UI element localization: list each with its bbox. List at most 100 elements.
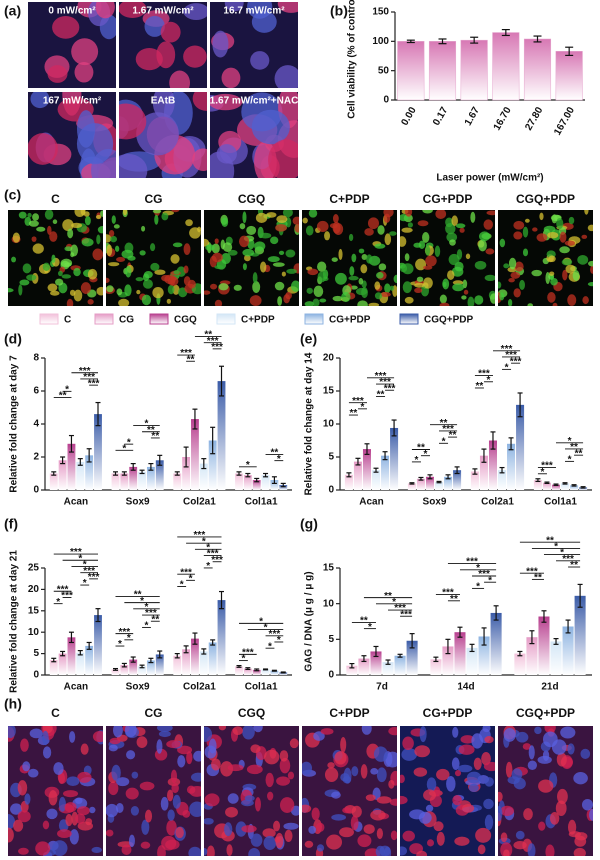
significance-label: ***: [242, 648, 254, 659]
image-label: CG: [145, 192, 163, 206]
significance-label: *: [259, 617, 263, 628]
cell: [283, 294, 290, 304]
cell: [136, 289, 141, 295]
cell: [548, 255, 556, 263]
bar: [394, 655, 406, 675]
cell: [287, 771, 295, 780]
cell: [177, 755, 186, 768]
significance-label: **: [204, 330, 212, 341]
cell: [532, 227, 538, 232]
cell: [107, 262, 120, 267]
legend-label: CGQ: [174, 315, 197, 326]
bar: [129, 659, 138, 675]
cell: [549, 811, 560, 825]
cell: [19, 279, 30, 286]
cell: [313, 731, 325, 741]
bar: [67, 443, 76, 490]
cell: [227, 793, 239, 804]
cell: [317, 261, 327, 272]
cell: [463, 289, 469, 295]
cell: [210, 283, 218, 290]
cell: [316, 844, 325, 852]
cell: [478, 239, 487, 252]
bar: [199, 463, 208, 490]
cell: [542, 750, 550, 761]
cell: [35, 841, 51, 856]
cell: [253, 726, 263, 733]
cell: [483, 219, 494, 230]
cell: [80, 282, 91, 294]
cell: [503, 728, 516, 742]
x-tick-label: Col2a1: [183, 682, 216, 693]
cell: [204, 847, 208, 856]
cell: [447, 270, 455, 280]
cell: [51, 254, 56, 263]
cell: [106, 803, 119, 818]
error-bar: [391, 419, 397, 437]
y-tick-label: 150: [372, 7, 389, 18]
significance-label: ***: [79, 366, 91, 377]
cell: [242, 248, 255, 257]
cell: [342, 807, 352, 814]
cell: [139, 250, 146, 256]
significance-label: ***: [207, 336, 219, 347]
bar: [382, 662, 394, 675]
error-bar: [529, 630, 535, 645]
cell: [547, 292, 556, 303]
cell: [141, 819, 150, 835]
cell: [445, 217, 454, 228]
cell: [91, 846, 103, 854]
panel-letter: (b): [330, 3, 348, 19]
significance-label: *: [554, 542, 558, 553]
cell: [380, 291, 391, 298]
cell: [338, 248, 343, 260]
cell: [141, 294, 152, 306]
error-bar: [553, 483, 559, 486]
error-bar: [438, 38, 447, 45]
y-tick-label: 0: [383, 95, 389, 106]
cell: [154, 214, 159, 225]
image-label: 1.67 mW/cm²: [132, 6, 194, 17]
cell: [402, 830, 415, 842]
cell: [376, 828, 383, 840]
cell: [580, 748, 591, 759]
cell: [52, 16, 80, 39]
cell: [249, 295, 262, 306]
cell: [550, 277, 558, 286]
cell: [401, 748, 418, 761]
x-tick-label: 1.67: [463, 105, 482, 128]
error-bar: [382, 451, 388, 461]
cell: [317, 271, 327, 283]
cell: [404, 296, 414, 304]
significance-label: ***: [180, 567, 192, 578]
cell: [71, 222, 83, 229]
cell: [42, 820, 50, 830]
cell: [122, 210, 128, 216]
error-bar: [544, 481, 550, 484]
cell: [418, 240, 426, 250]
bar: [146, 466, 155, 490]
x-tick-label: Sox9: [126, 497, 150, 508]
cell: [334, 751, 347, 765]
cell: [486, 210, 495, 216]
cell: [154, 269, 166, 275]
cell: [308, 210, 318, 218]
cell: [503, 849, 510, 856]
cell: [452, 795, 462, 806]
cell: [417, 220, 429, 227]
x-tick-label: Sox9: [423, 497, 447, 508]
significance-label: *: [505, 363, 509, 374]
cell: [434, 245, 441, 258]
cell: [422, 232, 430, 243]
significance-label: *: [127, 437, 131, 448]
cell: [425, 245, 431, 256]
cell: [374, 243, 386, 249]
significance-label: **: [476, 381, 484, 392]
bar: [261, 669, 270, 675]
cell: [307, 268, 319, 276]
cell: [57, 829, 72, 839]
cell: [400, 846, 408, 856]
cell: [279, 757, 291, 774]
error-bar: [157, 650, 163, 659]
error-bar: [95, 401, 101, 427]
